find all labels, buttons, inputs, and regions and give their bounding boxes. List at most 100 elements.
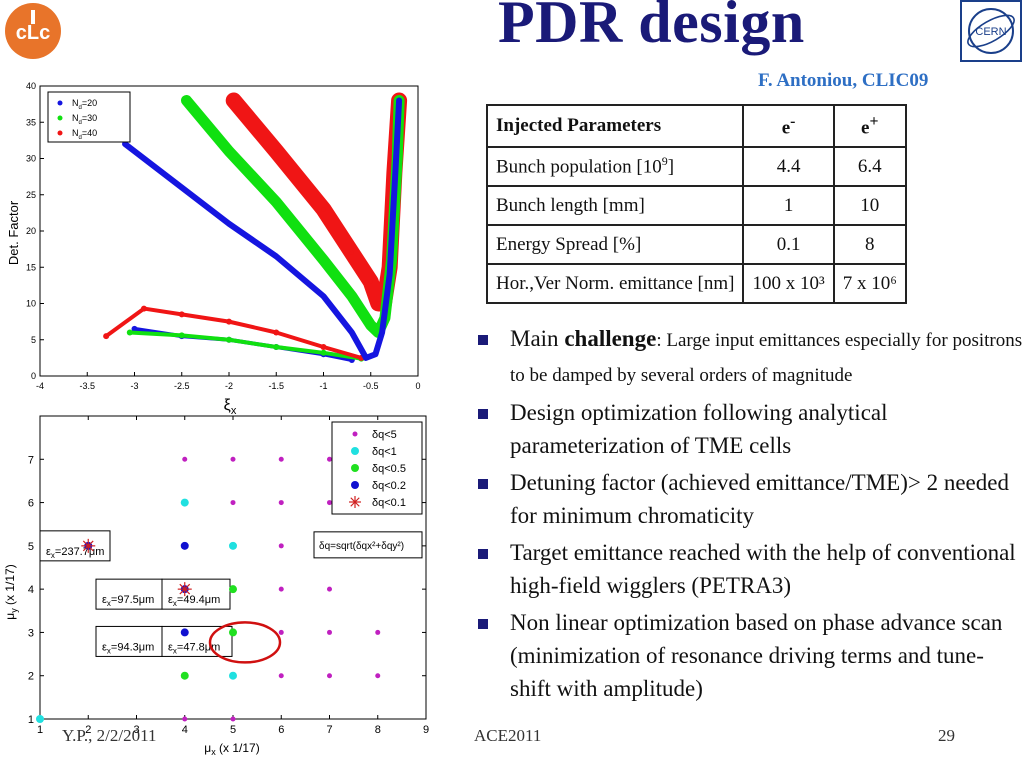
chart1-ytick-label: 0 (31, 371, 36, 381)
chart2-xtick-label: 6 (278, 724, 284, 736)
chart2-data-point (278, 629, 284, 635)
chart2-xtick-label: 5 (230, 724, 236, 736)
chart2-data-point (375, 629, 381, 635)
table-cell-e-minus: 0.1 (742, 224, 835, 265)
chart2-annotation-label: εx=97.5μm (102, 594, 154, 608)
injected-parameters-table: Injected Parameters e- e+ Bunch populati… (485, 104, 907, 304)
chart1-legend-label: Nd=40 (72, 128, 97, 141)
chart2-xtick-label: 3 (133, 724, 139, 736)
chart2-data-point (327, 673, 332, 679)
chart2-data-point (180, 628, 189, 637)
table-cell-e-plus: 8 (832, 224, 907, 265)
chart1-xtick-label: -1.5 (268, 381, 284, 391)
chart2-data-point (180, 498, 189, 507)
chart2-annotation-label: εx=49.4μm (168, 594, 220, 608)
chart1-data-point (321, 258, 326, 262)
chart2-legend-box (331, 421, 423, 515)
chart2-xtick-label: 2 (85, 724, 91, 736)
chart1-legend-label: Nd=30 (72, 113, 97, 126)
chart2-xtick-label: 9 (423, 724, 429, 736)
chart2-data-point (278, 586, 284, 592)
chart2-data-point (230, 500, 236, 506)
chart2-ytick-label: 3 (28, 627, 34, 639)
table-cell-e-minus: 1 (742, 185, 835, 226)
chart2-annotation-box (95, 578, 163, 610)
chart2-data-point (230, 456, 236, 462)
chart2-ytick-label: 6 (28, 498, 34, 510)
chart2-legend-star (350, 497, 360, 507)
table-header-e-plus: e+ (832, 104, 907, 148)
table-cell-parameter: Bunch population [109] (485, 146, 745, 187)
bullet-square-icon (478, 549, 488, 559)
chart1-ylabel: Det. Factor (6, 200, 21, 265)
footer-author-date: Y.P., 2/2/2011 (62, 726, 157, 745)
chart2-ytick-label: 1 (28, 714, 34, 726)
table-cell-e-minus: 100 x 10³ (742, 263, 835, 304)
bullet-square-icon (478, 479, 488, 489)
chart2-legend-label: δq<0.2 (372, 480, 406, 492)
chart1-xtick-label: -1 (319, 381, 327, 391)
table-cell-e-minus: 4.4 (742, 146, 835, 187)
table-row: Energy Spread [%] 0.1 8 (485, 224, 907, 265)
chart2-data-point (229, 628, 237, 637)
table-row: Bunch population [109] 4.4 6.4 (485, 146, 907, 187)
chart1-xtick-label: -2.5 (174, 381, 190, 391)
bullet-square-icon (478, 409, 488, 419)
footer-conference: ACE2011 (474, 726, 542, 745)
chart1-legend-marker (57, 100, 63, 106)
bullet-square-icon (478, 619, 488, 629)
table-cell-parameter: Energy Spread [%] (485, 224, 745, 265)
svg-text:cLc: cLc (16, 22, 50, 44)
chart1-data-point (321, 294, 326, 299)
table-header-row: Injected Parameters e- e+ (485, 104, 907, 148)
chart2-data-point (182, 716, 188, 722)
chart2-ylabel: μy (x 1/17) (3, 564, 19, 619)
chart2-legend-label: δq<5 (372, 429, 397, 441)
bullet-item: Non linear optimization based on phase a… (472, 606, 1024, 705)
chart2-formula-box (313, 531, 423, 559)
table-cell-parameter: Hor.,Ver Norm. emittance [nm] (485, 263, 745, 304)
chart1-data-point (231, 98, 236, 103)
cern-logo-text: CERN (975, 26, 1006, 38)
chart2-star-marker (179, 583, 191, 595)
chart2-annotation-box (39, 530, 111, 562)
chart1-legend-marker (57, 115, 63, 121)
chart2-ytick-label: 5 (28, 541, 34, 553)
chart2-annotation-box (161, 578, 231, 610)
footer-page-number: 29 (938, 726, 955, 745)
chart2-data-point (230, 716, 236, 722)
chart2-annotation-box (95, 625, 163, 657)
chart1-data-point (380, 330, 385, 335)
chart1-ytick-label: 10 (26, 299, 36, 309)
chart1-xtick-label: -0.5 (363, 381, 379, 391)
chart2-annotation-box (161, 625, 233, 657)
chart2-annotation-label: εx=237.7μm (46, 546, 104, 560)
chart2-legend-marker (351, 464, 359, 472)
chart1-data-point (349, 330, 354, 335)
chart1-data-point (349, 250, 354, 255)
chart1-data-point (179, 185, 184, 190)
chart1-data-point (393, 171, 398, 175)
chart1-xtick-label: -3.5 (79, 381, 95, 391)
table-cell-e-plus: 6.4 (832, 146, 907, 187)
chart2-legend-label: δq<0.5 (372, 463, 406, 475)
chart2-ytick-label: 4 (28, 584, 34, 596)
table-row: Bunch length [mm] 1 10 (485, 185, 907, 226)
bullet-list: Main challenge: Large input emittances e… (472, 322, 1024, 709)
chart2-xtick-label: 4 (182, 724, 188, 736)
author-credit: F. Antoniou, CLIC09 (758, 70, 929, 91)
chart2-ytick-label: 7 (28, 454, 34, 466)
chart1-data-point (274, 254, 279, 259)
chart1-ytick-label: 25 (26, 190, 36, 200)
chart2-data-point (327, 500, 332, 506)
chart1-data-point (373, 352, 378, 357)
chart1-ytick-label: 20 (26, 226, 36, 236)
chart1-data-point (397, 98, 402, 103)
table-cell-e-plus: 7 x 10⁶ (832, 263, 907, 304)
chart1-lower-branch (127, 330, 364, 361)
chart1-data-point (227, 221, 231, 226)
chart2-legend-marker (352, 431, 358, 437)
chart1-data-point (364, 355, 369, 360)
chart2-star-marker (82, 540, 94, 552)
chart2-highlight-ellipse (208, 621, 282, 664)
